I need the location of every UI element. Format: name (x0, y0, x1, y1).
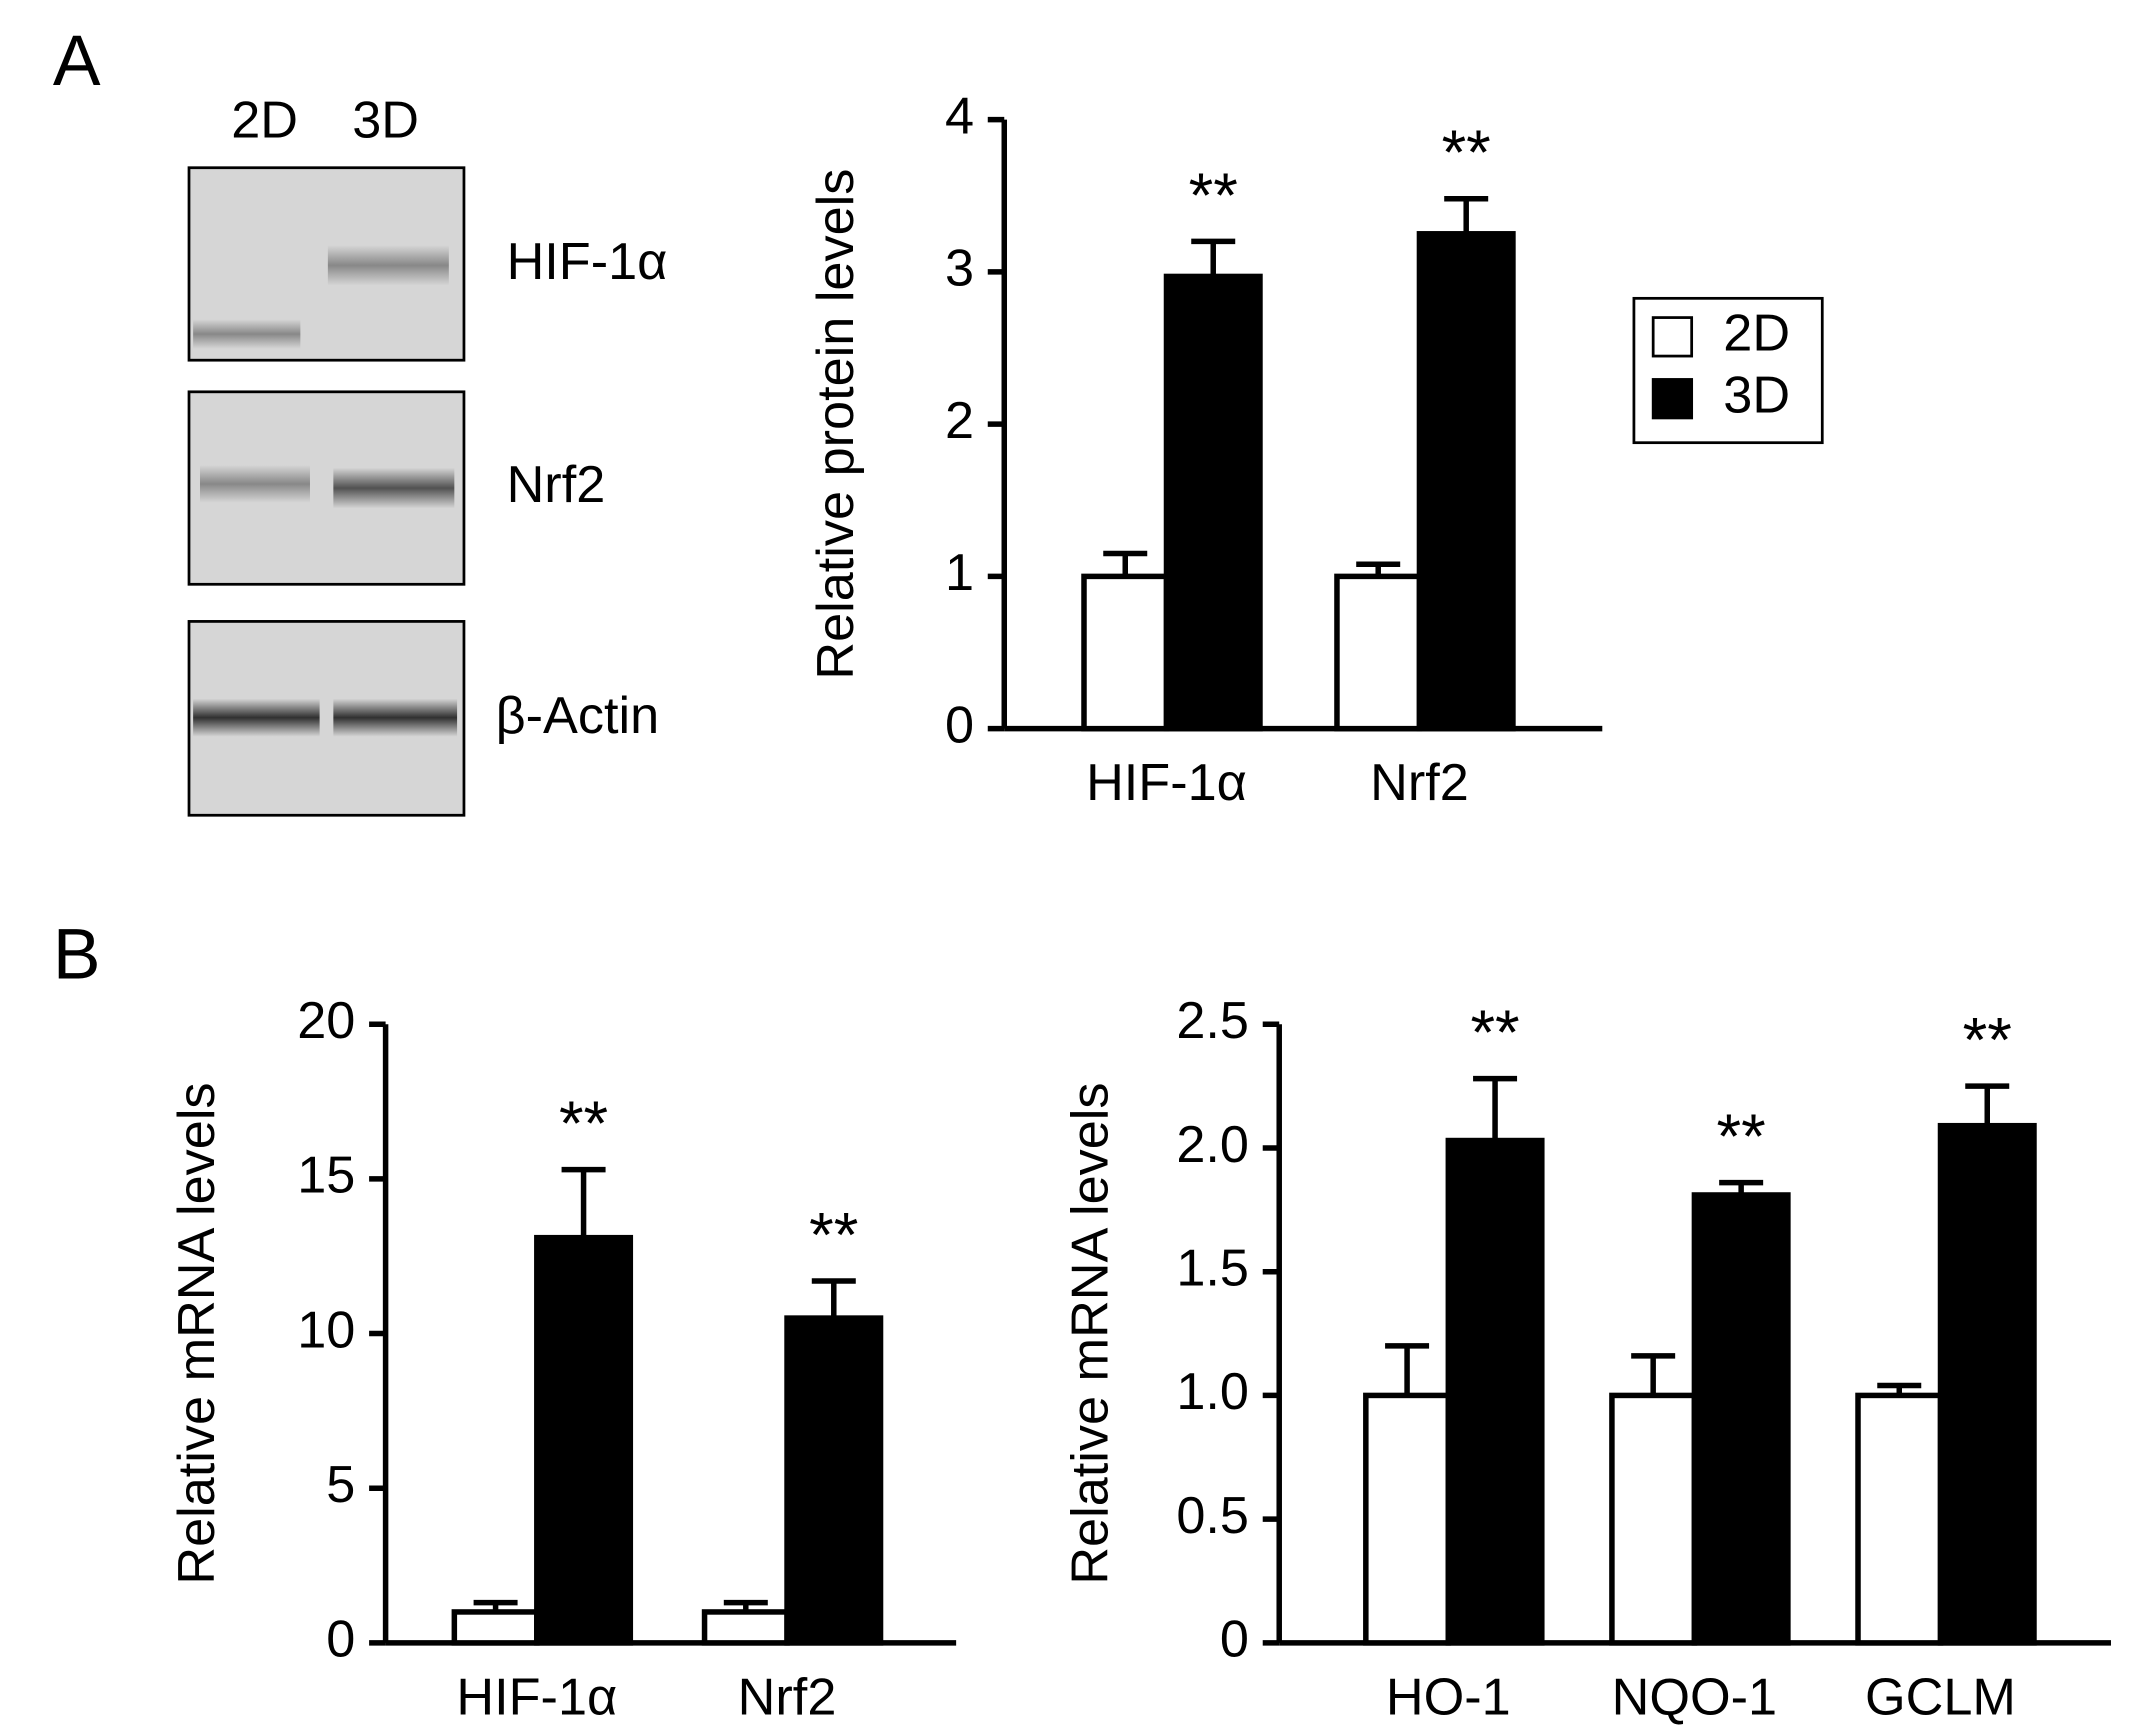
bar (784, 1315, 884, 1646)
bar (1937, 1122, 2037, 1646)
y-axis-label: Relative mRNA levels (168, 1082, 226, 1584)
x-tick-label: HIF-1α (1086, 754, 1247, 812)
bar (1163, 273, 1263, 732)
x-tick-label: Nrf2 (1370, 754, 1469, 812)
legend-swatch (1651, 378, 1694, 420)
y-tick-label: 3 (945, 240, 974, 298)
bar (701, 1609, 790, 1646)
significance-marker: ** (1189, 161, 1238, 231)
lane-label: 3D (352, 92, 419, 150)
y-tick-label: 2.0 (1176, 1116, 1249, 1174)
x-tick-label: NQO-1 (1612, 1668, 1777, 1726)
bar (1334, 573, 1423, 732)
y-tick-label: 1.0 (1176, 1363, 1249, 1421)
x-tick-label: HIF-1α (456, 1668, 617, 1726)
y-tick-label: 0 (945, 696, 974, 754)
band-label: HIF-1α (507, 233, 668, 291)
y-axis-label: Relative protein levels (807, 169, 865, 680)
y-tick-label: 2 (945, 392, 974, 450)
legend-label: 2D (1723, 305, 1790, 363)
legend-swatch (1651, 316, 1694, 358)
lane-label: 2D (231, 92, 298, 150)
y-tick-label: 2.5 (1176, 992, 1249, 1050)
bar (1416, 231, 1516, 732)
panel-label: A (53, 21, 101, 101)
legend-label: 3D (1723, 366, 1790, 424)
x-tick-label: Nrf2 (738, 1668, 837, 1726)
band-label: β-Actin (496, 687, 660, 745)
bar (534, 1234, 634, 1646)
y-tick-label: 1 (945, 544, 974, 602)
significance-marker: ** (809, 1200, 858, 1270)
y-tick-label: 1.5 (1176, 1239, 1249, 1297)
x-tick-label: HO-1 (1386, 1668, 1511, 1726)
significance-marker: ** (1963, 1006, 2012, 1076)
significance-marker: ** (559, 1089, 608, 1159)
y-tick-label: 0 (1220, 1611, 1249, 1669)
bar (1445, 1137, 1545, 1646)
bar (1855, 1392, 1944, 1646)
bar (1081, 573, 1170, 732)
y-tick-label: 10 (297, 1301, 355, 1359)
y-tick-label: 0.5 (1176, 1487, 1249, 1545)
significance-marker: ** (1717, 1102, 1766, 1172)
bar (1609, 1392, 1698, 1646)
y-tick-label: 20 (297, 992, 355, 1050)
blot (187, 166, 466, 817)
y-tick-label: 15 (297, 1147, 355, 1205)
y-tick-label: 0 (326, 1611, 355, 1669)
x-tick-label: GCLM (1865, 1668, 2016, 1726)
bar (1691, 1192, 1791, 1646)
significance-marker: ** (1442, 118, 1491, 188)
bar (1363, 1392, 1452, 1646)
y-tick-label: 4 (945, 87, 974, 145)
band-label: Nrf2 (507, 456, 606, 514)
significance-marker: ** (1470, 998, 1519, 1068)
panel-label: B (53, 914, 101, 994)
y-tick-label: 5 (326, 1456, 355, 1514)
y-axis-label: Relative mRNA levels (1061, 1082, 1119, 1584)
bar (451, 1609, 540, 1646)
